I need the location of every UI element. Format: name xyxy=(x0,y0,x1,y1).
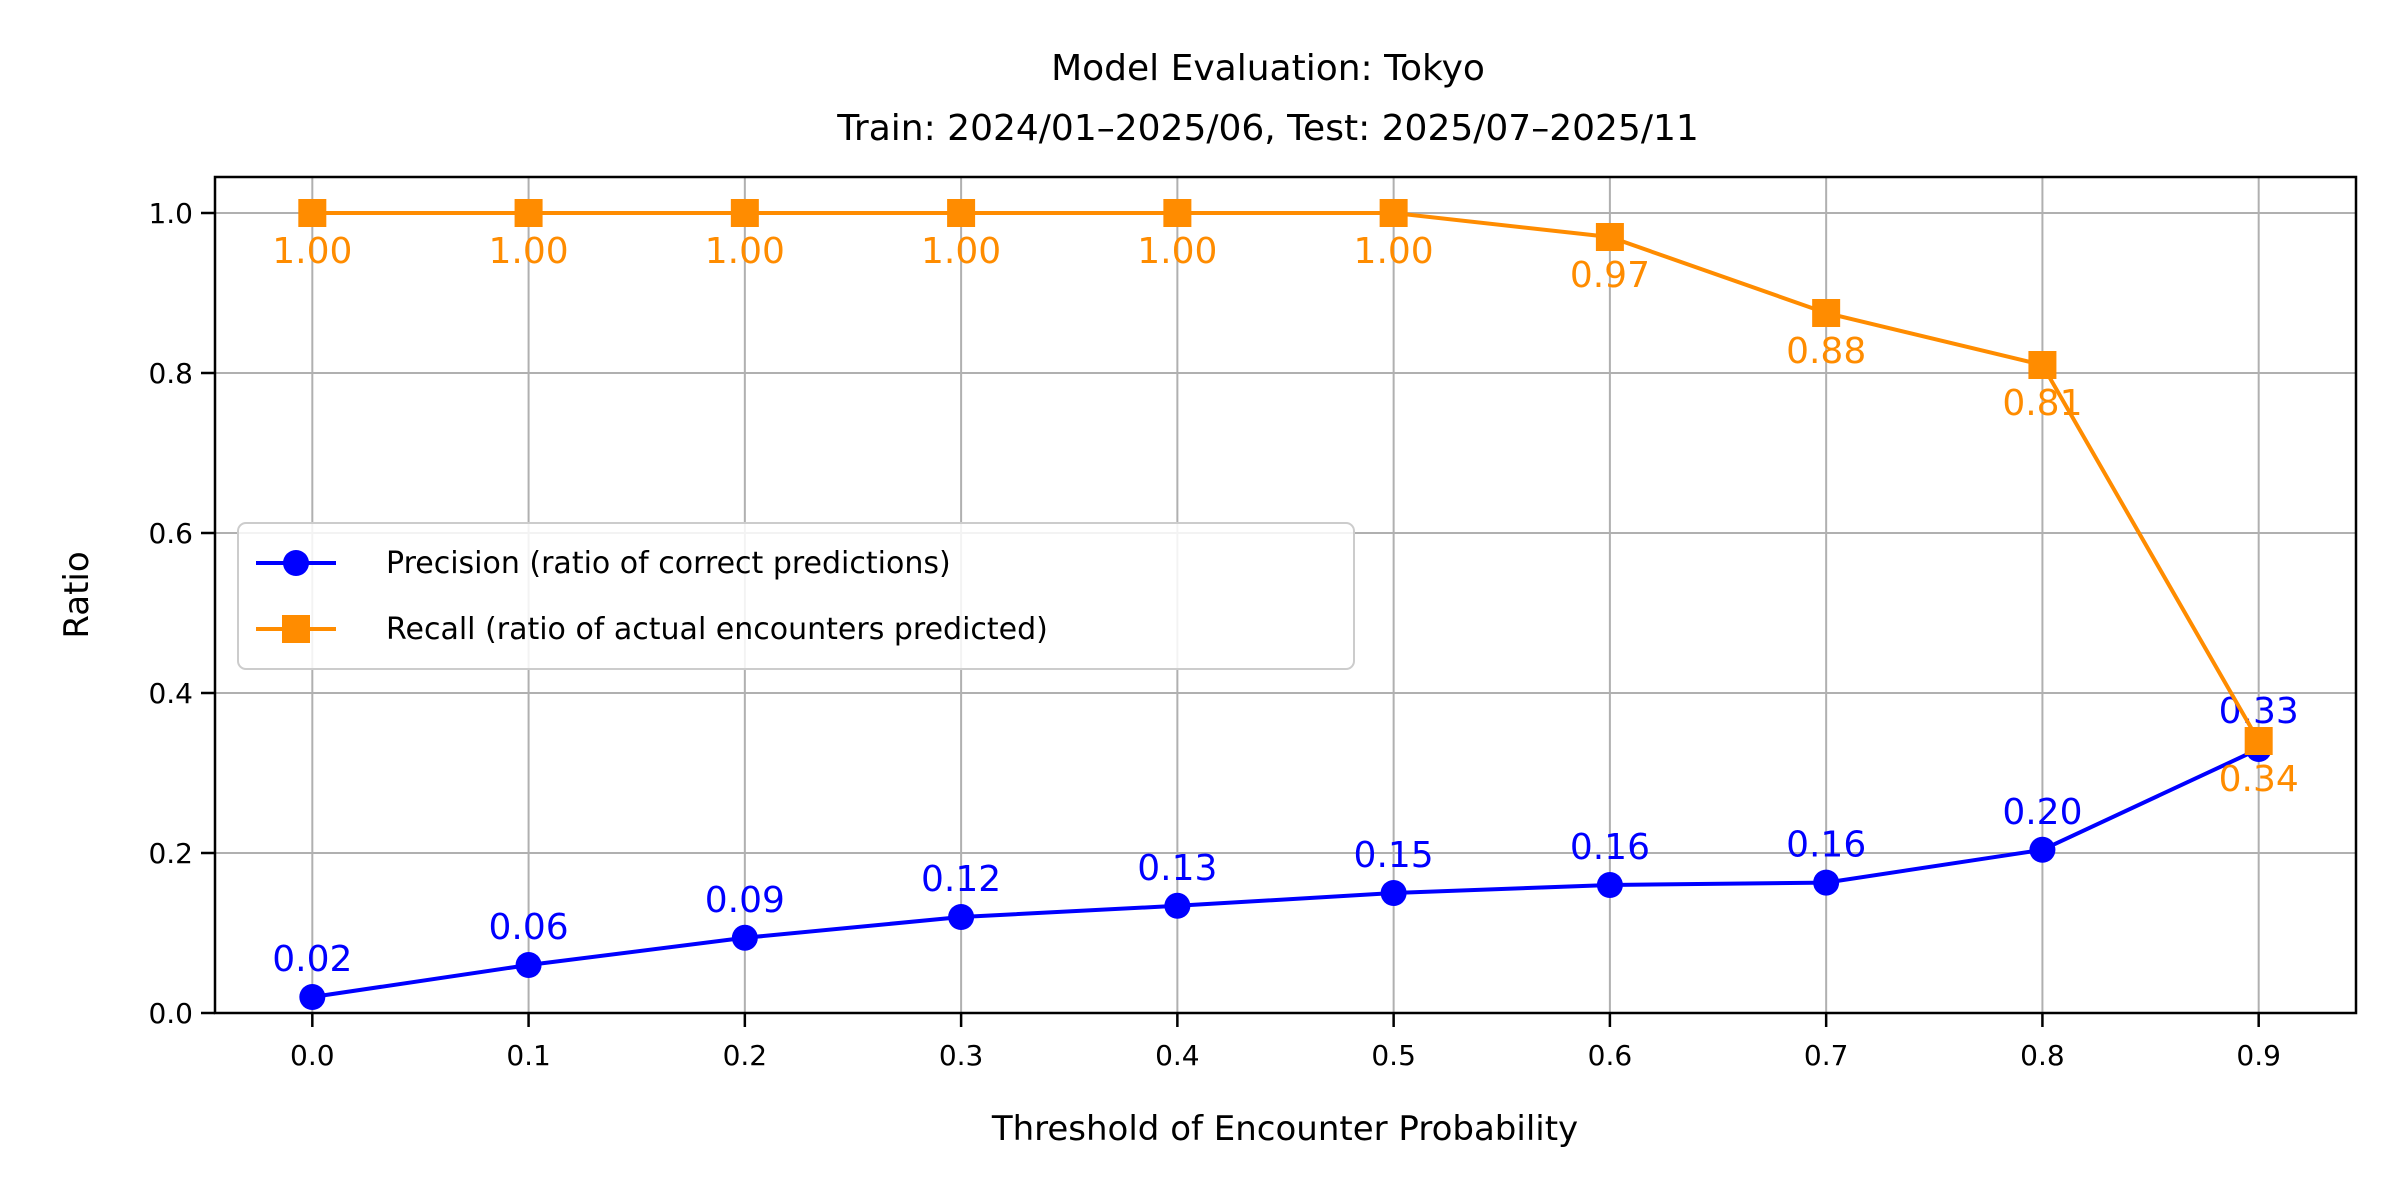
y-axis-label: Ratio xyxy=(57,551,97,638)
y-tick-label: 0.4 xyxy=(148,677,193,710)
data-point xyxy=(2028,351,2057,379)
data-point xyxy=(1595,223,1624,251)
data-point xyxy=(299,984,326,1010)
data-point xyxy=(1380,880,1407,906)
data-label: 0.06 xyxy=(489,907,569,948)
chart-title: Model Evaluation: Tokyo xyxy=(1051,48,1485,89)
legend: Precision (ratio of correct predictions)… xyxy=(237,522,1355,670)
data-point xyxy=(731,924,758,951)
data-point xyxy=(948,904,975,930)
x-tick-label: 0.1 xyxy=(506,1039,551,1072)
series-line-precision xyxy=(312,747,2260,999)
y-tick-label: 0.8 xyxy=(148,357,193,390)
data-label: 1.00 xyxy=(272,231,352,272)
data-point xyxy=(1164,892,1191,919)
y-tick-label: 1.0 xyxy=(148,197,193,230)
data-point xyxy=(1596,872,1623,898)
x-tick-label: 0.7 xyxy=(1804,1039,1849,1072)
data-label: 0.13 xyxy=(1137,848,1217,889)
series-line-recall xyxy=(312,211,2261,742)
data-point xyxy=(514,199,543,227)
data-point xyxy=(1379,199,1408,227)
legend-label: Precision (ratio of correct predictions) xyxy=(386,546,951,581)
y-tick-label: 0.6 xyxy=(148,517,193,550)
x-axis-label: Threshold of Encounter Probability xyxy=(991,1109,1578,1149)
x-tick-label: 0.2 xyxy=(723,1039,768,1072)
data-label: 0.15 xyxy=(1354,835,1434,876)
data-point xyxy=(730,199,759,227)
y-tick-label: 0.0 xyxy=(148,997,193,1030)
legend-marker-square xyxy=(282,615,310,643)
data-label: 0.12 xyxy=(921,859,1001,900)
data-point xyxy=(1813,869,1840,896)
data-label: 0.16 xyxy=(1570,827,1650,868)
plot-frame xyxy=(213,175,2358,1015)
legend-label: Recall (ratio of actual encounters predi… xyxy=(386,612,1048,647)
x-tick-label: 0.3 xyxy=(939,1039,984,1072)
data-point xyxy=(515,952,542,978)
data-label: 0.81 xyxy=(2002,383,2082,424)
data-point xyxy=(2029,836,2056,863)
x-tick-label: 0.0 xyxy=(290,1039,335,1072)
y-tick-label: 0.2 xyxy=(148,837,193,870)
data-label: 0.16 xyxy=(1786,825,1866,866)
data-point xyxy=(1163,199,1192,227)
data-label: 0.20 xyxy=(2002,792,2082,833)
data-label: 0.09 xyxy=(705,880,785,921)
x-tick-label: 0.4 xyxy=(1155,1039,1200,1072)
data-label: 1.00 xyxy=(489,231,569,272)
legend-box xyxy=(237,522,1355,670)
x-tick-label: 0.9 xyxy=(2236,1039,2281,1072)
data-point xyxy=(298,199,327,227)
legend-marker-circle xyxy=(283,550,309,576)
chart-subtitle: Train: 2024/01–2025/06, Test: 2025/07–20… xyxy=(836,108,1699,149)
data-label: 0.33 xyxy=(2219,691,2299,732)
data-label: 0.34 xyxy=(2219,759,2299,800)
data-point xyxy=(1812,299,1841,327)
data-label: 0.97 xyxy=(1570,255,1650,296)
data-label: 0.02 xyxy=(272,939,352,980)
data-point xyxy=(947,199,976,227)
data-label: 1.00 xyxy=(921,231,1001,272)
data-point xyxy=(2244,727,2273,755)
data-label: 1.00 xyxy=(705,231,785,272)
data-label: 1.00 xyxy=(1354,231,1434,272)
data-label: 1.00 xyxy=(1137,231,1217,272)
data-label: 0.88 xyxy=(1786,331,1866,372)
x-tick-label: 0.6 xyxy=(1588,1039,1633,1072)
x-tick-label: 0.5 xyxy=(1371,1039,1416,1072)
x-tick-label: 0.8 xyxy=(2020,1039,2065,1072)
